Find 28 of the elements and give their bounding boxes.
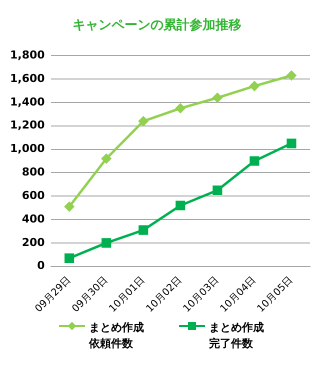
y-tick-label: 400 <box>22 212 46 226</box>
y-tick-label: 200 <box>22 236 46 249</box>
point <box>250 81 260 91</box>
y-tick-label: 1,800 <box>10 48 46 62</box>
chart-title: キャンペーンの累計参加推移 <box>72 17 242 34</box>
point <box>64 253 74 263</box>
point <box>286 138 296 148</box>
point <box>176 104 186 114</box>
point <box>102 154 112 164</box>
y-tick-label: 1,400 <box>10 95 46 108</box>
y-tick-label: 0 <box>37 259 46 272</box>
point <box>212 93 222 103</box>
point <box>250 156 260 166</box>
point <box>212 185 222 196</box>
x-tick-label: 10月05日 <box>256 274 296 315</box>
y-tick-label: 1,200 <box>10 118 46 132</box>
y-tick-label: 1,600 <box>10 72 46 85</box>
point <box>176 200 186 210</box>
legend-label: まとめ作成依頼件数 <box>89 320 145 352</box>
y-tick-label: 1,000 <box>10 142 46 156</box>
point <box>138 225 148 235</box>
point <box>102 238 112 248</box>
legend-label: まとめ作成完了件数 <box>209 320 265 352</box>
y-tick-label: 600 <box>22 188 46 202</box>
point <box>286 70 296 80</box>
y-tick-label: 800 <box>22 166 46 179</box>
point <box>64 202 74 212</box>
point <box>138 116 148 126</box>
